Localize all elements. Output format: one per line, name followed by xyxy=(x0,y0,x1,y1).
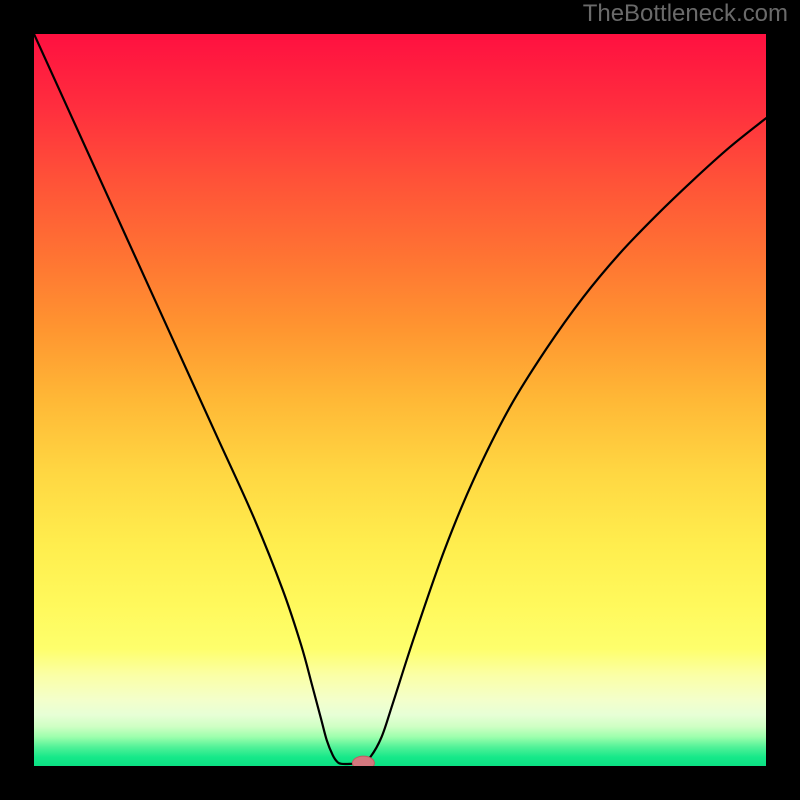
chart-container: TheBottleneck.com xyxy=(0,0,800,800)
plot-area xyxy=(34,34,766,766)
gradient-background xyxy=(34,34,766,766)
optimal-point-marker xyxy=(352,756,374,766)
watermark-text: TheBottleneck.com xyxy=(583,0,788,28)
chart-svg xyxy=(34,34,766,766)
